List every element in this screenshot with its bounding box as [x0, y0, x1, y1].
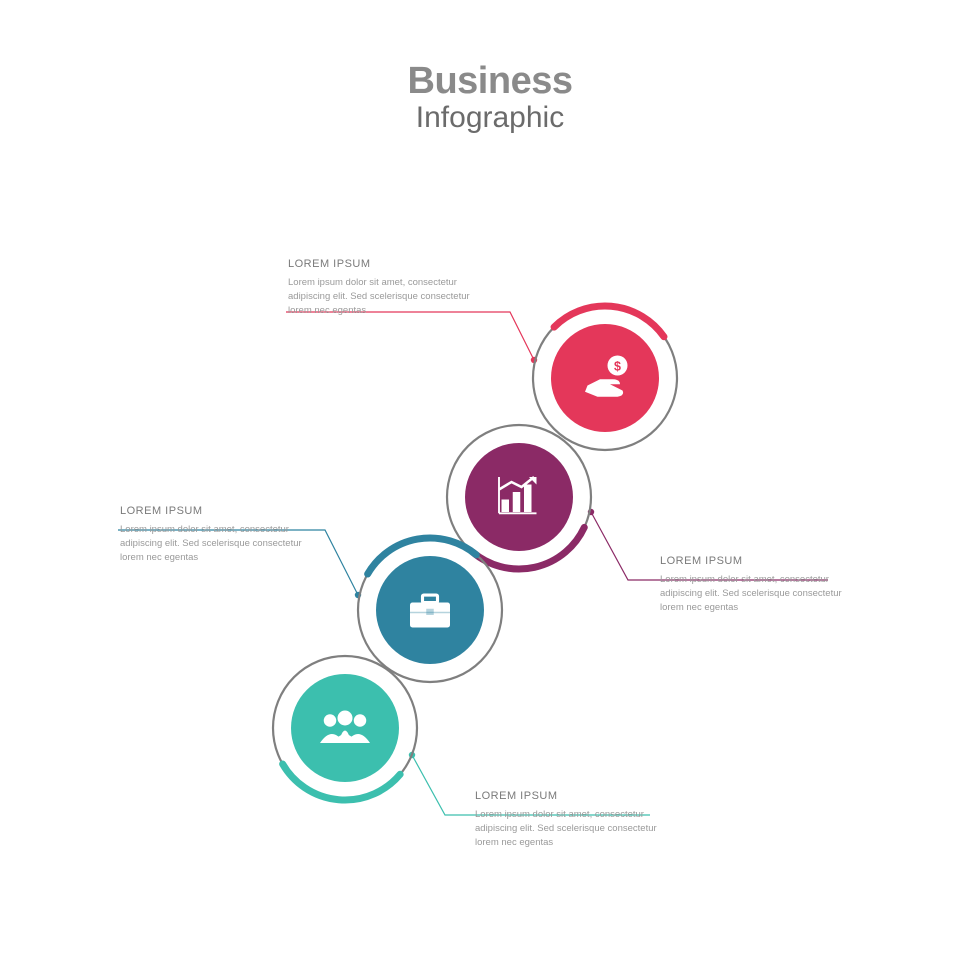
- text-heading: LOREM IPSUM: [475, 790, 660, 802]
- text-block-money: LOREM IPSUM Lorem ipsum dolor sit amet, c…: [288, 258, 473, 317]
- text-body: Lorem ipsum dolor sit amet, consectetur …: [475, 808, 660, 849]
- text-heading: LOREM IPSUM: [660, 555, 845, 567]
- text-heading: LOREM IPSUM: [120, 505, 305, 517]
- svg-text:$: $: [614, 360, 621, 374]
- text-heading: LOREM IPSUM: [288, 258, 473, 270]
- text-block-briefcase: LOREM IPSUM Lorem ipsum dolor sit amet, c…: [120, 505, 305, 564]
- text-block-chart: LOREM IPSUM Lorem ipsum dolor sit amet, c…: [660, 555, 845, 614]
- text-block-people: LOREM IPSUM Lorem ipsum dolor sit amet, c…: [475, 790, 660, 849]
- node-money: $: [533, 306, 677, 450]
- text-body: Lorem ipsum dolor sit amet, consectetur …: [660, 573, 845, 614]
- text-body: Lorem ipsum dolor sit amet, consectetur …: [120, 523, 305, 564]
- node-people: [273, 656, 417, 800]
- text-body: Lorem ipsum dolor sit amet, consectetur …: [288, 276, 473, 317]
- connector-line: [286, 312, 534, 360]
- node-briefcase: [358, 538, 502, 682]
